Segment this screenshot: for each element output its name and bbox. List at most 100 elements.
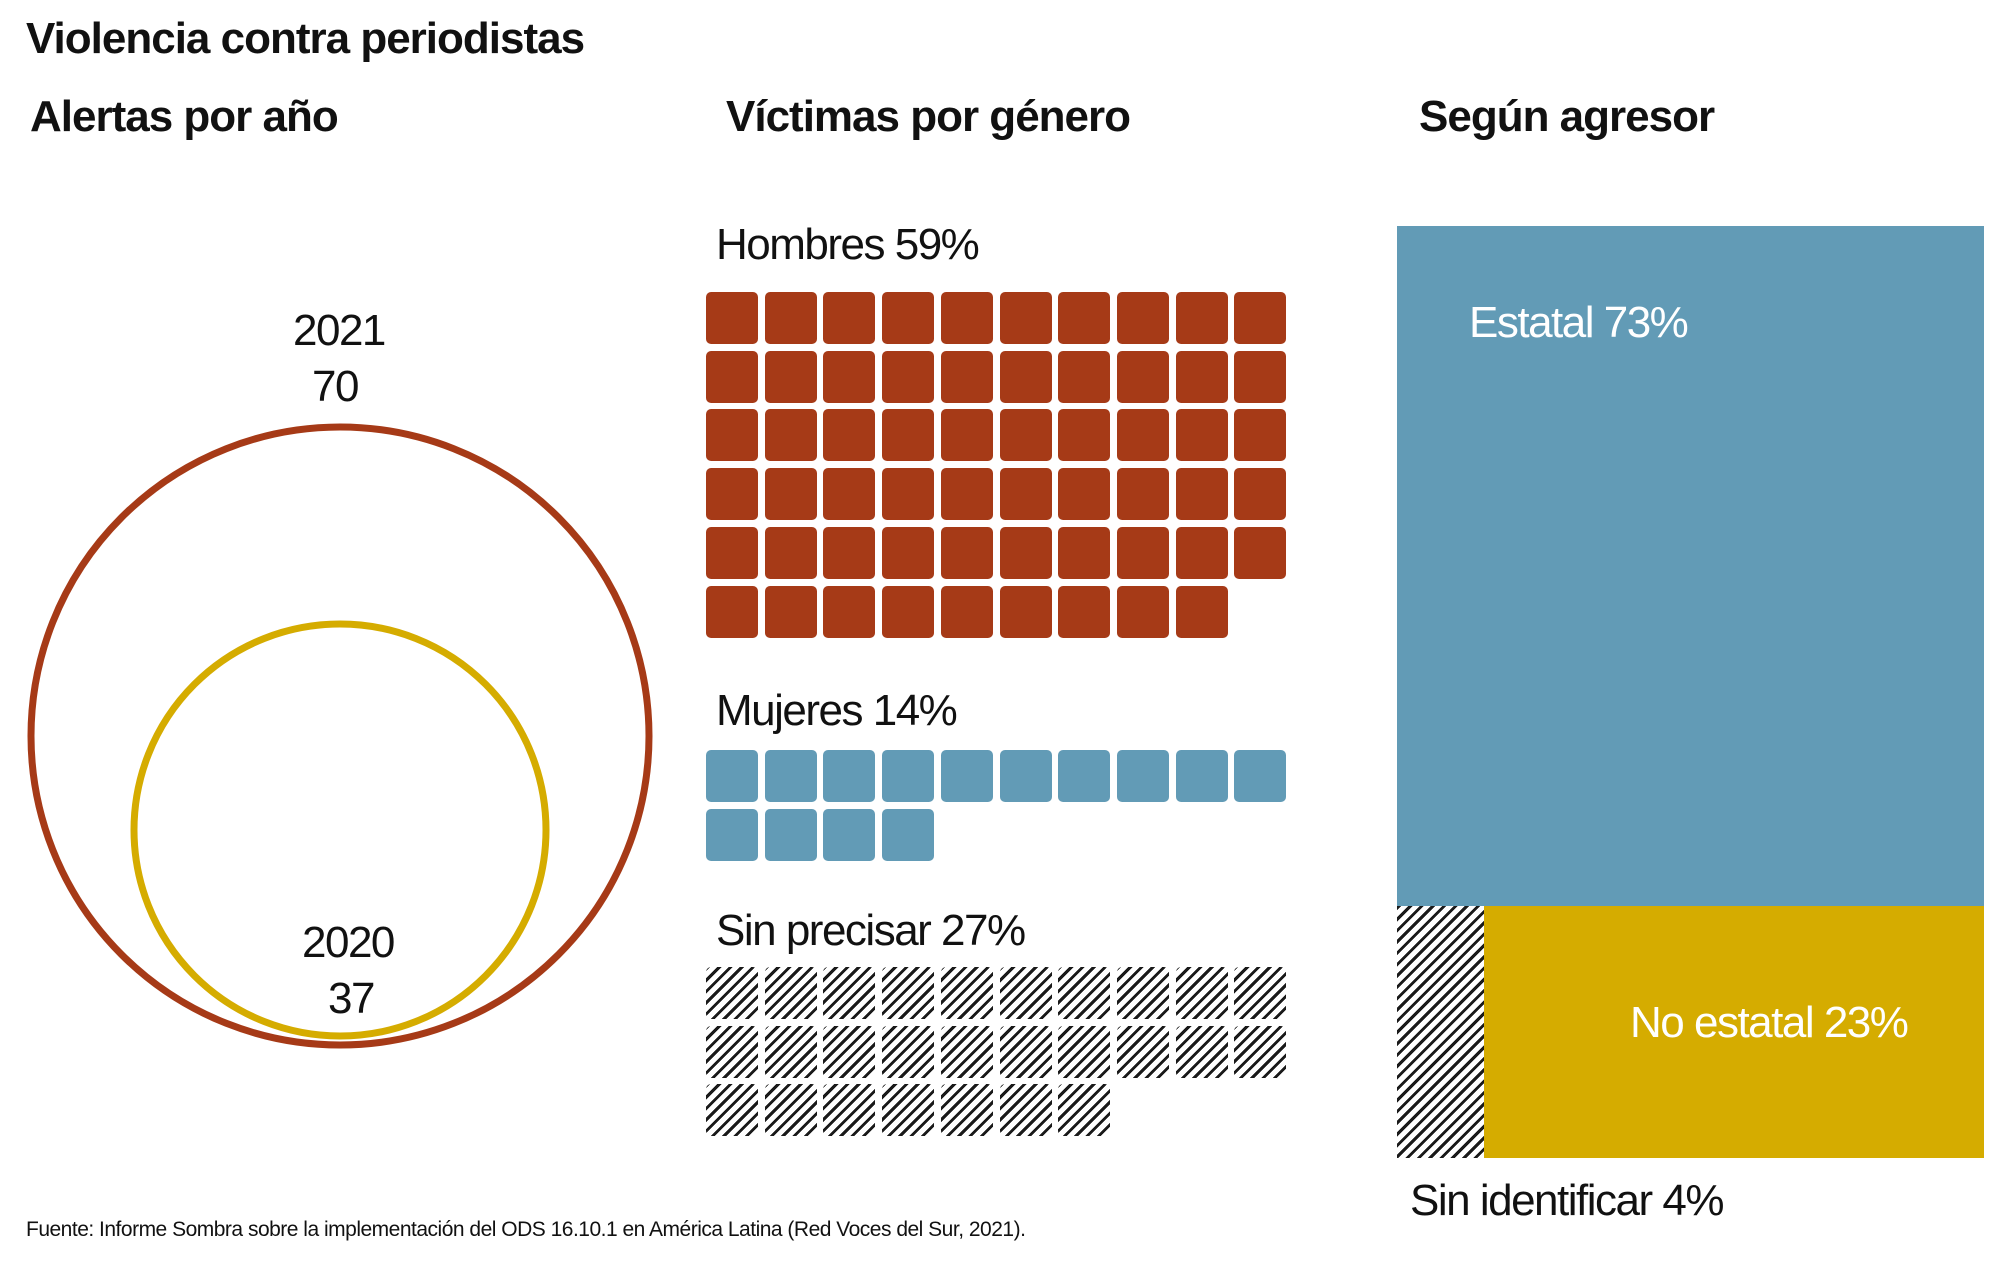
- waffle-square-3-17: [1058, 1025, 1111, 1078]
- waffle-square-3-2: [764, 967, 817, 1019]
- waffle-square-1-8: [1116, 292, 1169, 344]
- waffle-square-2-5: [940, 750, 993, 802]
- waffle-square-1-18: [1116, 350, 1169, 403]
- waffle-square-1-24: [882, 409, 935, 462]
- waffle-square-3-18: [1116, 1025, 1169, 1078]
- waffle-square-3-1: [706, 967, 758, 1019]
- treemap-label-estatal: Estatal 73%: [1469, 298, 1689, 347]
- waffle-square-2-13: [823, 808, 876, 861]
- waffle-square-1-47: [1058, 526, 1111, 579]
- waffle-label-mujeres: Mujeres 14%: [716, 686, 958, 735]
- waffle-square-1-10: [1234, 292, 1287, 344]
- waffle-square-3-16: [999, 1025, 1052, 1078]
- waffle-square-1-53: [823, 585, 876, 638]
- waffle-square-3-20: [1234, 1025, 1287, 1078]
- waffle-square-1-5: [940, 292, 993, 344]
- waffle-square-3-9: [1175, 967, 1228, 1019]
- waffle-square-3-23: [823, 1084, 876, 1137]
- waffle-square-1-25: [940, 409, 993, 462]
- waffle-square-1-17: [1058, 350, 1111, 403]
- waffle-square-1-35: [940, 468, 993, 521]
- waffle-label-sin-precisar: Sin precisar 27%: [716, 906, 1026, 955]
- waffle-square-1-12: [764, 350, 817, 403]
- waffle-square-1-38: [1116, 468, 1169, 521]
- waffle-square-1-40: [1234, 468, 1287, 521]
- waffle-square-2-4: [882, 750, 935, 802]
- waffle-square-1-31: [706, 468, 758, 521]
- waffle-square-1-56: [999, 585, 1052, 638]
- waffle-square-1-37: [1058, 468, 1111, 521]
- bubble-2020-value: 37: [328, 974, 375, 1023]
- waffle-square-2-12: [764, 808, 817, 861]
- waffle-square-3-19: [1175, 1025, 1228, 1078]
- waffle-square-2-10: [1234, 750, 1287, 802]
- waffle-square-3-3: [823, 967, 876, 1019]
- waffle-square-1-39: [1175, 468, 1228, 521]
- waffle-square-1-23: [823, 409, 876, 462]
- waffle-square-1-44: [882, 526, 935, 579]
- waffle-square-2-8: [1116, 750, 1169, 802]
- waffle-square-1-6: [999, 292, 1052, 344]
- waffle-chart-title: Víctimas por género: [726, 92, 1131, 141]
- waffle-square-3-12: [764, 1025, 817, 1078]
- waffle-square-3-10: [1234, 967, 1287, 1019]
- waffle-square-1-45: [940, 526, 993, 579]
- waffle-square-3-5: [940, 967, 993, 1019]
- waffle-square-2-9: [1175, 750, 1228, 802]
- bubble-chart-title: Alertas por año: [30, 92, 339, 141]
- waffle-square-2-6: [999, 750, 1052, 802]
- waffle-square-3-26: [999, 1084, 1052, 1137]
- waffle-square-1-14: [882, 350, 935, 403]
- waffle-square-1-3: [823, 292, 876, 344]
- waffle-square-1-42: [764, 526, 817, 579]
- waffle-square-2-2: [764, 750, 817, 802]
- waffle-square-2-3: [823, 750, 876, 802]
- bubble-2020: [130, 620, 550, 1040]
- waffle-square-1-9: [1175, 292, 1228, 344]
- waffle-square-1-57: [1058, 585, 1111, 638]
- waffle-square-1-48: [1116, 526, 1169, 579]
- bubble-2020-year: 2020: [302, 918, 395, 967]
- bubble-2021: [27, 423, 653, 1049]
- waffle-square-1-46: [999, 526, 1052, 579]
- bubble-2021-value: 70: [312, 362, 359, 411]
- treemap-label-no-estatal: No estatal 23%: [1630, 998, 1909, 1048]
- waffle-square-1-27: [1058, 409, 1111, 462]
- waffle-square-1-19: [1175, 350, 1228, 403]
- waffle-square-1-28: [1116, 409, 1169, 462]
- waffle-square-1-58: [1116, 585, 1169, 638]
- waffle-square-1-16: [999, 350, 1052, 403]
- waffle-square-1-55: [940, 585, 993, 638]
- waffle-square-1-2: [764, 292, 817, 344]
- waffle-square-1-13: [823, 350, 876, 403]
- treemap-label-sin-identificar: Sin identificar 4%: [1410, 1176, 1724, 1225]
- treemap-rect-sin-identificar: [1397, 906, 1484, 1158]
- waffle-square-1-36: [999, 468, 1052, 521]
- waffle-square-3-24: [882, 1084, 935, 1137]
- waffle-square-1-43: [823, 526, 876, 579]
- treemap-rect-estatal: [1397, 226, 1984, 907]
- waffle-square-3-6: [999, 967, 1052, 1019]
- bubble-chart: [27, 423, 653, 1049]
- page-title: Violencia contra periodistas: [26, 14, 585, 63]
- waffle-square-1-7: [1058, 292, 1111, 344]
- treemap-chart-title: Según agresor: [1419, 92, 1715, 141]
- waffle-square-1-59: [1175, 585, 1228, 638]
- treemap-rect-no-estatal: [1483, 906, 1984, 1158]
- waffle-square-1-29: [1175, 409, 1228, 462]
- waffle-square-1-50: [1234, 526, 1287, 579]
- waffle-square-3-22: [764, 1084, 817, 1137]
- waffle-square-2-7: [1058, 750, 1111, 802]
- waffle-square-1-41: [706, 526, 758, 579]
- waffle-square-3-15: [940, 1025, 993, 1078]
- waffle-square-1-21: [706, 409, 758, 462]
- waffle-square-1-30: [1234, 409, 1287, 462]
- waffle-square-1-33: [823, 468, 876, 521]
- waffle-square-1-11: [706, 350, 758, 403]
- waffle-square-1-51: [706, 585, 758, 638]
- waffle-square-3-8: [1116, 967, 1169, 1019]
- waffle-square-2-1: [706, 750, 758, 802]
- waffle-square-1-52: [764, 585, 817, 638]
- waffle-square-1-26: [999, 409, 1052, 462]
